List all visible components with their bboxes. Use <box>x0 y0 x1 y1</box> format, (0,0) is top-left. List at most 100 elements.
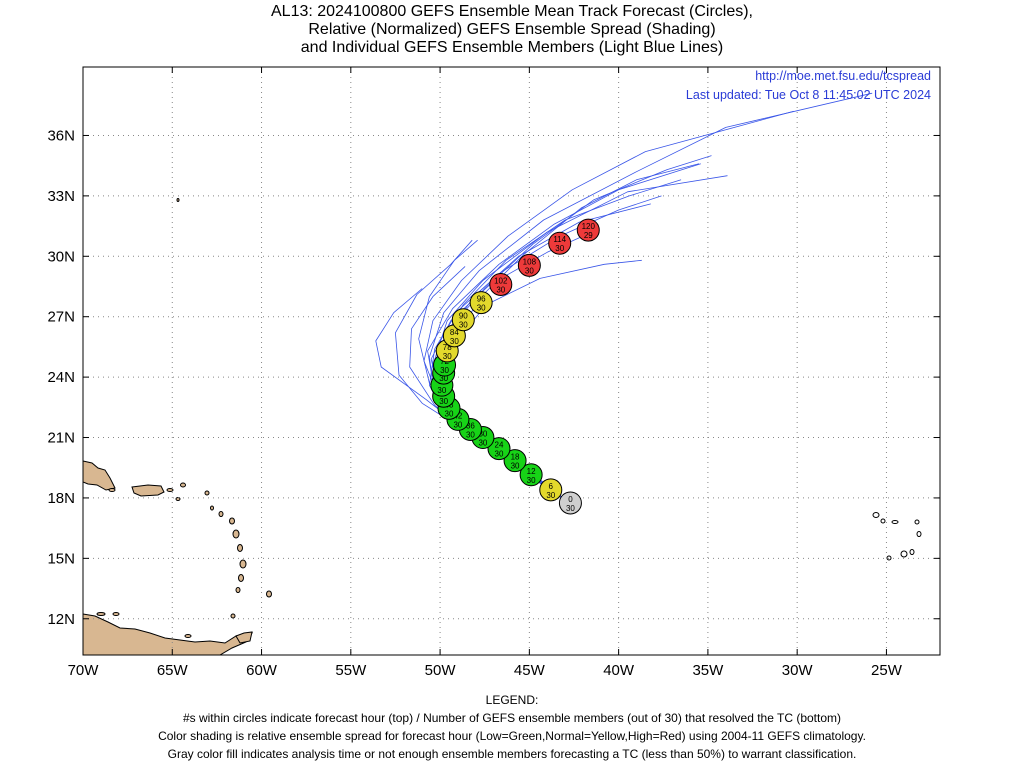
forecast-hour-label: 18 <box>511 453 520 462</box>
mean-track-circle <box>558 491 582 515</box>
last-updated-text: Last updated: Tue Oct 8 11:45:02 UTC 202… <box>686 88 931 102</box>
forecast-hour-label: 36 <box>466 421 475 430</box>
forecast-hour-label: 24 <box>495 441 504 450</box>
x-tick-label: 30W <box>782 662 814 679</box>
forecast-hour-label: 6 <box>549 482 554 491</box>
mean-track-circle <box>539 478 563 502</box>
x-tick-label: 65W <box>157 662 189 679</box>
y-tick-label: 33N <box>47 188 75 205</box>
forecast-hour-label: 78 <box>443 343 452 352</box>
member-count-label: 30 <box>527 476 536 485</box>
legend-heading: LEGEND: <box>486 693 539 707</box>
chart-title-line-1: AL13: 2024100800 GEFS Ensemble Mean Trac… <box>271 3 753 20</box>
mean-track-point-0: 030 <box>558 491 582 515</box>
member-count-label: 30 <box>546 491 555 500</box>
mean-track-circle <box>487 437 511 461</box>
member-count-label: 30 <box>453 420 462 429</box>
y-tick-label: 18N <box>47 490 75 507</box>
chart-title-line-2: Relative (Normalized) GEFS Ensemble Spre… <box>308 21 715 38</box>
mean-track-circle <box>576 218 600 242</box>
y-tick-label: 24N <box>47 369 75 386</box>
puerto-rico-coast <box>131 484 165 497</box>
member-count-label: 30 <box>555 244 564 253</box>
map-layer: 0306301230183024303030363042304830543060… <box>83 67 940 655</box>
mean-track-point-6: 630 <box>539 478 563 502</box>
member-count-label: 30 <box>450 337 459 346</box>
venezuela-coast <box>83 613 254 655</box>
y-tick-label: 30N <box>47 248 75 265</box>
mean-track-circle <box>469 291 493 315</box>
plot-frame <box>82 66 941 656</box>
x-tick-label: 70W <box>68 662 100 679</box>
member-count-label: 30 <box>440 366 449 375</box>
legend-line-3: Gray color fill indicates analysis time … <box>168 747 857 761</box>
forecast-hour-label: 108 <box>523 257 537 266</box>
member-count-label: 30 <box>511 462 520 471</box>
forecast-hour-label: 0 <box>568 495 573 504</box>
x-tick-label: 40W <box>603 662 635 679</box>
forecast-hour-label: 12 <box>527 467 536 476</box>
member-count-label: 30 <box>439 374 448 383</box>
legend-line-2: Color shading is relative ensemble sprea… <box>158 729 866 743</box>
forecast-hour-label: 114 <box>553 235 566 244</box>
member-count-label: 30 <box>437 386 446 395</box>
source-url: http://moe.met.fsu.edu/tcspread <box>755 69 931 83</box>
mean-track-circle <box>519 463 543 487</box>
mean-track-circle <box>451 308 475 332</box>
y-tick-label: 15N <box>47 550 75 567</box>
trinidad-coast <box>235 631 253 644</box>
forecast-hour-label: 102 <box>494 276 508 285</box>
forecast-hour-label: 84 <box>450 328 459 337</box>
member-count-label: 30 <box>496 285 505 294</box>
forecast-hour-label: 96 <box>477 295 486 304</box>
y-tick-label: 27N <box>47 309 75 326</box>
member-count-label: 30 <box>439 397 448 406</box>
y-tick-label: 36N <box>47 127 75 144</box>
mean-track-circle <box>489 272 513 296</box>
member-count-label: 30 <box>443 352 452 361</box>
x-tick-label: 25W <box>871 662 903 679</box>
hispaniola-coast <box>83 460 116 491</box>
forecast-hour-label: 90 <box>459 312 468 321</box>
axis-ticks: 70W 65W 60W 55W 50W 45W 40W 35W 30W 25W 12N 15N 18N 2… <box>47 67 940 679</box>
forecast-hour-label: 30 <box>478 430 487 439</box>
mean-track-circles: 0306301230183024303030363042304830543060… <box>430 218 600 515</box>
y-tick-label: 12N <box>47 611 75 628</box>
member-count-label: 30 <box>477 304 486 313</box>
x-tick-label: 45W <box>514 662 546 679</box>
mean-track-circle <box>503 449 527 473</box>
lesser-antilles <box>96 198 272 638</box>
member-count-label: 30 <box>478 439 487 448</box>
member-count-label: 29 <box>584 231 593 240</box>
member-count-label: 30 <box>466 430 475 439</box>
chart-title-line-3: and Individual GEFS Ensemble Members (Li… <box>301 39 723 56</box>
mean-track-circle <box>517 253 541 277</box>
legend-line-1: #s within circles indicate forecast hour… <box>183 711 841 725</box>
plot-area <box>83 67 940 655</box>
y-tick-label: 21N <box>47 430 75 447</box>
member-count-label: 30 <box>525 266 534 275</box>
x-tick-label: 35W <box>692 662 724 679</box>
forecast-hour-label: 42 <box>453 411 462 420</box>
member-count-label: 30 <box>566 504 575 513</box>
forecast-hour-label: 120 <box>582 222 596 231</box>
x-tick-label: 50W <box>425 662 457 679</box>
mean-track-circle <box>548 231 572 255</box>
member-count-label: 30 <box>495 450 504 459</box>
grid-layer <box>83 67 940 655</box>
x-tick-label: 55W <box>335 662 367 679</box>
member-count-label: 30 <box>459 321 468 330</box>
x-tick-label: 60W <box>246 662 278 679</box>
land-layer <box>83 198 922 655</box>
member-count-label: 30 <box>445 409 454 418</box>
